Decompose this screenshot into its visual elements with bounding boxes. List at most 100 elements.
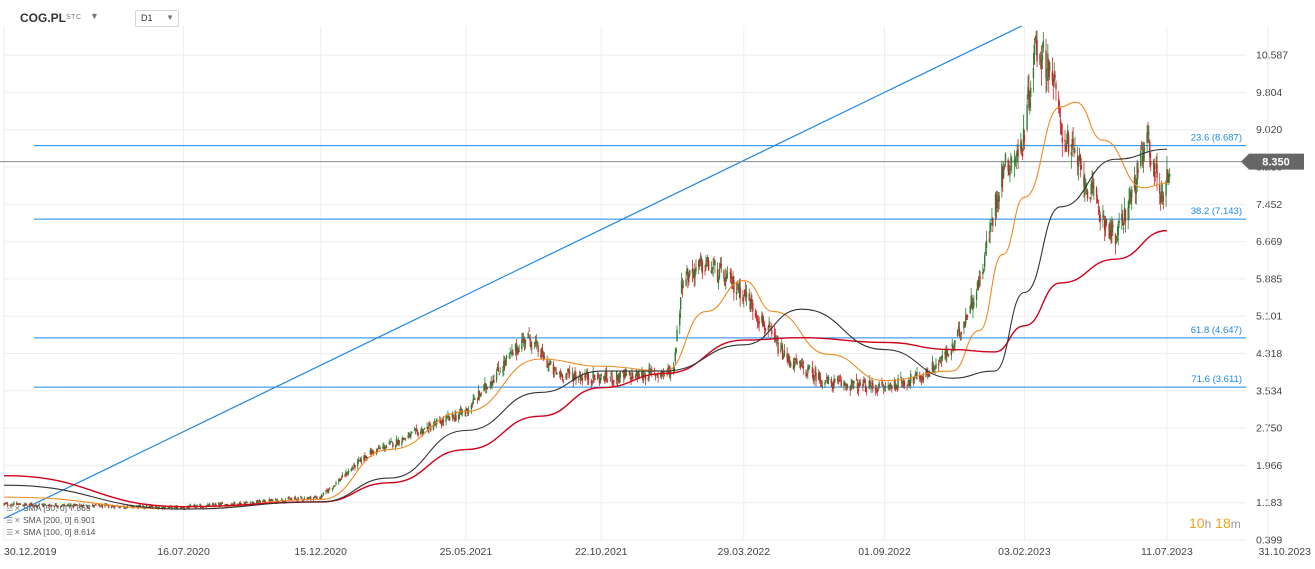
x-tick-label: 15.12.2020: [294, 546, 347, 558]
legend-item-sma100[interactable]: ☰✕ SMA [100, 0] 8.614: [6, 527, 95, 539]
candle-body: [1159, 195, 1162, 203]
candle-body: [101, 505, 104, 508]
candle-body: [839, 380, 842, 382]
candle-body: [511, 349, 513, 351]
candle-body: [819, 378, 822, 382]
candle-body: [472, 399, 474, 405]
candle-body: [340, 478, 343, 480]
candle-body: [641, 371, 643, 377]
candle-body: [984, 252, 987, 253]
symbol-name[interactable]: COG.PL: [20, 11, 67, 25]
candle-body: [180, 507, 182, 509]
candle-body: [320, 495, 323, 498]
candle-body: [672, 368, 675, 370]
menu-icon[interactable]: ☰: [6, 504, 14, 513]
candle-body: [1078, 155, 1081, 160]
candle-body: [543, 356, 546, 359]
candle-body: [1114, 234, 1117, 245]
candle-body: [1159, 184, 1161, 194]
candle-body: [956, 330, 959, 337]
candle-body: [208, 504, 210, 507]
candle-body: [408, 433, 410, 435]
candle-body: [1066, 140, 1068, 144]
candle-body: [295, 499, 298, 500]
legend-item-sma200[interactable]: ☰✕ SMA [200, 0] 6.901: [6, 515, 95, 527]
candle-body: [946, 350, 948, 357]
candle-body: [201, 506, 204, 508]
candle-body: [6, 503, 8, 504]
candle-body: [1073, 150, 1075, 153]
candle-body: [559, 372, 561, 374]
candle-body: [256, 500, 259, 503]
candle-body: [845, 383, 847, 386]
candle-body: [893, 381, 896, 386]
legend-item-sma50[interactable]: ☰✕ SMA [50, 0] 7.865: [6, 503, 95, 515]
candle-body: [757, 320, 759, 322]
candle-body: [233, 502, 235, 505]
candle-body: [447, 415, 449, 417]
candle-body: [61, 506, 63, 507]
candle-body: [60, 506, 62, 507]
candle-body: [540, 354, 542, 357]
candle-body: [631, 372, 633, 379]
candle-body: [480, 393, 482, 394]
candle-body: [890, 384, 892, 387]
candle-body: [478, 391, 481, 396]
candle-body: [940, 359, 943, 361]
candle-body: [688, 270, 691, 277]
candle-body: [332, 486, 335, 488]
candle-body: [246, 502, 249, 504]
candle-body: [28, 504, 30, 506]
candle-body: [1028, 89, 1030, 108]
menu-icon[interactable]: ☰: [6, 516, 14, 525]
candle-body: [661, 371, 663, 373]
candle-body: [547, 364, 549, 366]
candle-body: [18, 503, 21, 505]
candle-body: [889, 384, 891, 388]
close-icon[interactable]: ✕: [14, 504, 21, 513]
candle-body: [907, 383, 909, 386]
candle-body: [186, 507, 188, 509]
candle-body: [287, 497, 289, 499]
candle-body: [181, 507, 184, 508]
candle-body: [554, 369, 556, 371]
candle-body: [448, 416, 450, 418]
candle-body: [945, 352, 947, 358]
candle-body: [1008, 169, 1010, 175]
close-icon[interactable]: ✕: [14, 528, 21, 537]
candle-body: [396, 440, 399, 446]
candle-body: [294, 497, 297, 499]
timeframe-select[interactable]: D1 ▼: [135, 10, 179, 27]
candle-body: [1079, 154, 1082, 165]
candle-body: [91, 504, 94, 506]
candle-body: [62, 504, 65, 506]
candle-body: [606, 379, 609, 381]
menu-icon[interactable]: ☰: [6, 528, 14, 537]
candle-body: [831, 383, 833, 387]
candle-body: [44, 504, 47, 506]
candle-body: [777, 342, 779, 354]
candle-body: [76, 504, 78, 505]
candle-body: [857, 389, 860, 392]
candle-body: [1036, 39, 1038, 62]
candle-body: [587, 378, 590, 380]
candle-body: [960, 331, 962, 335]
candle-body: [912, 377, 915, 384]
candle-body: [700, 257, 703, 262]
candle-body: [695, 266, 697, 272]
candle-body: [57, 506, 59, 508]
candle-body: [840, 380, 842, 387]
candle-body: [1059, 119, 1062, 124]
candle-body: [579, 376, 582, 381]
candle-body: [922, 376, 925, 381]
candle-body: [167, 506, 169, 508]
candle-body: [89, 505, 91, 507]
symbol-dropdown-icon[interactable]: ▼: [90, 11, 99, 21]
candle-body: [403, 438, 406, 440]
candle-body: [1048, 63, 1050, 77]
candle-body: [812, 373, 814, 381]
close-icon[interactable]: ✕: [14, 516, 21, 525]
candle-body: [231, 504, 233, 505]
